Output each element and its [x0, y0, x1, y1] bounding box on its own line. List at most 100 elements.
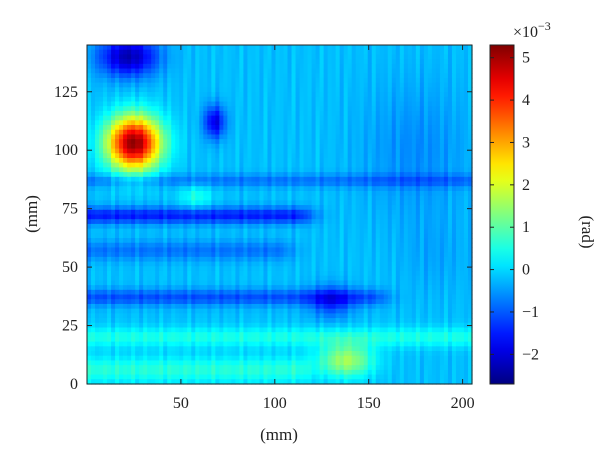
- heatmap-cell: [407, 195, 413, 201]
- heatmap-cell: [307, 125, 313, 131]
- heatmap-cell: [151, 275, 156, 282]
- heatmap-cell: [439, 148, 445, 154]
- heatmap-cell: [159, 162, 164, 169]
- heatmap-cell: [367, 186, 373, 192]
- heatmap-cell: [171, 256, 176, 263]
- heatmap-cell: [371, 59, 377, 65]
- heatmap-cell: [375, 82, 381, 88]
- heatmap-cell: [427, 233, 433, 239]
- heatmap-cell: [183, 261, 188, 267]
- heatmap-cell: [175, 125, 180, 131]
- heatmap-cell: [255, 125, 261, 131]
- heatmap-cell: [227, 110, 232, 117]
- heatmap-cell: [343, 242, 349, 249]
- heatmap-cell: [87, 92, 92, 98]
- heatmap-cell: [307, 275, 313, 282]
- heatmap-cell: [247, 139, 253, 145]
- heatmap-cell: [95, 256, 100, 263]
- heatmap-cell: [427, 167, 433, 173]
- heatmap-cell: [231, 63, 236, 70]
- heatmap-cell: [379, 115, 385, 121]
- heatmap-cell: [139, 261, 144, 267]
- heatmap-cell: [415, 96, 421, 103]
- heatmap-cell: [463, 68, 469, 74]
- heatmap-cell: [203, 63, 208, 70]
- heatmap-cell: [379, 125, 385, 131]
- heatmap-cell: [167, 101, 172, 107]
- heatmap-cell: [111, 143, 116, 150]
- heatmap-cell: [275, 49, 281, 56]
- heatmap-cell: [215, 256, 220, 263]
- heatmap-cell: [243, 252, 249, 258]
- heatmap-cell: [455, 49, 461, 56]
- heatmap-cell: [151, 219, 156, 225]
- heatmap-cell: [431, 49, 437, 56]
- heatmap-cell: [247, 82, 253, 88]
- heatmap-cell: [387, 68, 393, 74]
- heatmap-cell: [175, 219, 180, 225]
- heatmap-cell: [463, 233, 469, 239]
- heatmap-cell: [327, 148, 333, 154]
- heatmap-cell: [395, 167, 401, 173]
- heatmap-cell: [299, 120, 305, 126]
- heatmap-cell: [447, 139, 453, 145]
- heatmap-cell: [391, 134, 397, 140]
- heatmap-cell: [363, 134, 369, 140]
- heatmap-cell: [279, 275, 285, 282]
- heatmap-cell: [355, 219, 361, 225]
- heatmap-cell: [259, 82, 265, 88]
- heatmap-cell: [355, 176, 361, 183]
- heatmap-cell: [383, 261, 389, 267]
- heatmap-cell: [299, 238, 305, 244]
- heatmap-cell: [383, 285, 389, 291]
- heatmap-cell: [431, 115, 437, 121]
- heatmap-cell: [95, 247, 100, 253]
- heatmap-cell: [383, 158, 389, 164]
- heatmap-cell: [203, 219, 208, 225]
- heatmap-cell: [231, 242, 236, 249]
- heatmap-cell: [443, 162, 449, 169]
- heatmap-cell: [295, 110, 301, 117]
- heatmap-cell: [447, 148, 453, 154]
- heatmap-cell: [267, 261, 273, 267]
- heatmap-cell: [107, 63, 112, 70]
- heatmap-cell: [175, 68, 180, 74]
- heatmap-cell: [95, 54, 100, 60]
- heatmap-cell: [379, 205, 385, 211]
- heatmap-cell: [311, 275, 317, 282]
- heatmap-cell: [451, 87, 457, 93]
- heatmap-cell: [99, 120, 104, 126]
- heatmap-cell: [443, 125, 449, 131]
- heatmap-cell: [395, 77, 401, 84]
- heatmap-cell: [199, 143, 204, 150]
- heatmap-cell: [111, 233, 116, 239]
- heatmap-cell: [327, 280, 333, 286]
- heatmap-cell: [323, 200, 329, 206]
- heatmap-cell: [315, 233, 321, 239]
- heatmap-cell: [215, 275, 220, 282]
- heatmap-cell: [367, 167, 373, 173]
- heatmap-cell: [211, 256, 216, 263]
- heatmap-cell: [339, 87, 345, 93]
- heatmap-cell: [419, 176, 425, 183]
- heatmap-cell: [323, 82, 329, 88]
- heatmap-cell: [287, 181, 293, 187]
- heatmap-cell: [279, 162, 285, 169]
- heatmap-cell: [303, 280, 309, 286]
- heatmap-cell: [275, 275, 281, 282]
- heatmap-cell: [279, 106, 285, 112]
- heatmap-cell: [387, 209, 393, 216]
- heatmap-cell: [463, 87, 469, 93]
- heatmap-cell: [227, 200, 232, 206]
- heatmap-cell: [323, 49, 329, 56]
- heatmap-cell: [371, 87, 377, 93]
- heatmap-cell: [115, 115, 120, 121]
- heatmap-cell: [231, 266, 236, 272]
- heatmap-cell: [239, 92, 245, 98]
- heatmap-cell: [279, 54, 285, 60]
- heatmap-cell: [195, 158, 200, 164]
- heatmap-cell: [251, 275, 257, 282]
- heatmap-cell: [419, 261, 425, 267]
- heatmap-cell: [303, 77, 309, 84]
- heatmap-cell: [451, 200, 457, 206]
